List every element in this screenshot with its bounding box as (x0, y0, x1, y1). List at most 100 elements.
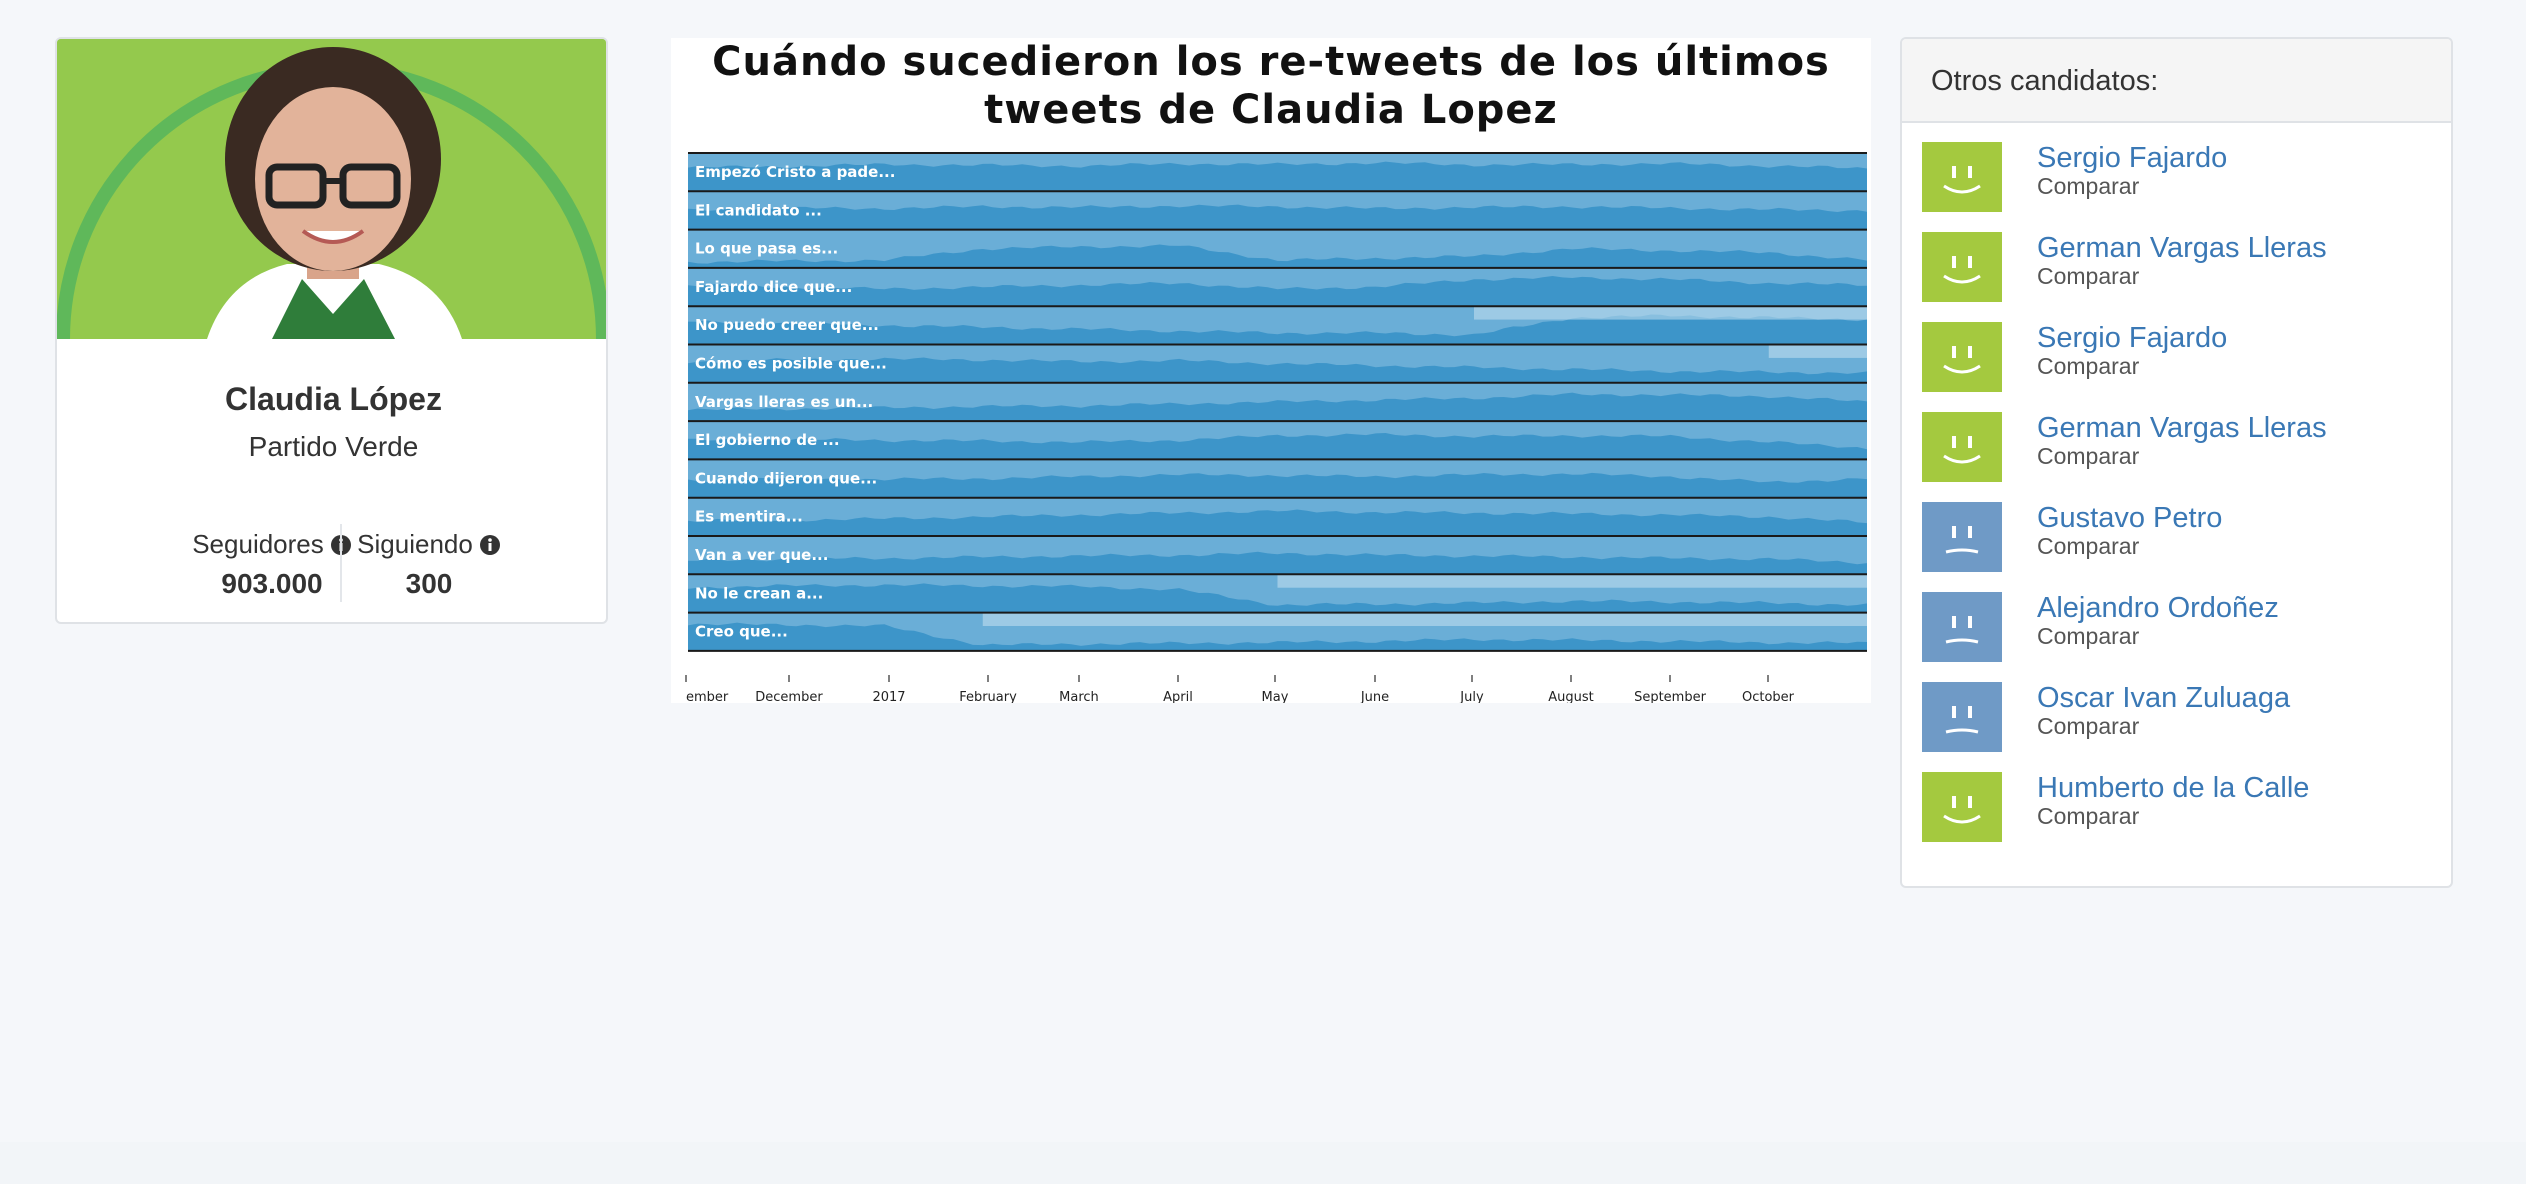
chart-title: Cuándo sucedieron los re-tweets de los ú… (712, 39, 1830, 133)
candidate-name-link[interactable]: Alejandro Ordoñez (2037, 592, 2279, 624)
followers-value: 903.000 (221, 568, 323, 599)
x-tick-label: July (1459, 690, 1484, 703)
neutral-face-icon[interactable] (1922, 502, 2002, 572)
low-activity-band (1474, 306, 1867, 320)
series-label: Es mentira... (695, 508, 803, 526)
compare-link[interactable]: Comparar (2037, 263, 2140, 289)
profile-photo (57, 39, 606, 339)
following-stat: Siguiendo 300 (339, 529, 519, 600)
x-tick-label: May (1262, 690, 1289, 703)
followers-stat: Seguidores 903.000 (157, 529, 387, 600)
series-area (688, 622, 1867, 651)
x-tick-label: October (1742, 690, 1795, 703)
happy-face-icon[interactable] (1922, 772, 2002, 842)
series-area (688, 509, 1867, 536)
low-activity-band (982, 612, 1867, 627)
following-label-row: Siguiendo (357, 529, 501, 560)
compare-link[interactable]: Comparar (2037, 623, 2140, 649)
candidate-item[interactable]: Humberto de la Calle Comparar (1922, 772, 2432, 862)
candidate-item[interactable]: Sergio Fajardo Comparar (1922, 322, 2432, 412)
followers-label: Seguidores (192, 529, 324, 559)
series-area (688, 472, 1867, 498)
candidate-item[interactable]: Alejandro Ordoñez Comparar (1922, 592, 2432, 682)
series-area (688, 551, 1867, 575)
series-label: Vargas lleras es un... (695, 393, 873, 411)
candidate-name-link[interactable]: Humberto de la Calle (2037, 772, 2310, 804)
neutral-face-icon[interactable] (1922, 682, 2002, 752)
x-tick-label: August (1548, 690, 1594, 703)
chart-row: Es mentira... (688, 496, 1867, 536)
neutral-face-icon[interactable] (1922, 592, 2002, 662)
candidate-name-link[interactable]: Sergio Fajardo (2037, 322, 2228, 354)
compare-link[interactable]: Comparar (2037, 353, 2140, 379)
chart-panel: Empezó Cristo a pade... El candidato ... L… (671, 38, 1871, 703)
compare-link[interactable]: Comparar (2037, 443, 2140, 469)
compare-link[interactable]: Comparar (2037, 803, 2140, 829)
x-tick-label: February (959, 690, 1017, 703)
chart-row: Cuando dijeron que... (688, 458, 1867, 498)
following-value: 300 (405, 568, 453, 599)
series-label: Empezó Cristo a pade... (695, 163, 895, 181)
series-label: El gobierno de ... (695, 431, 840, 449)
series-area (688, 433, 1867, 460)
low-activity-band (1277, 574, 1867, 588)
stat-divider (340, 524, 342, 602)
chart-row: Empezó Cristo a pade... (688, 152, 1867, 192)
series-label: Creo que... (695, 623, 788, 641)
series-area (688, 244, 1867, 268)
happy-face-icon[interactable] (1922, 412, 2002, 482)
series-label: No le crean a... (695, 584, 823, 602)
series-label: No puedo creer que... (695, 316, 879, 334)
series-area (688, 276, 1867, 307)
candidate-item[interactable]: German Vargas Lleras Comparar (1922, 412, 2432, 502)
compare-link[interactable]: Comparar (2037, 533, 2140, 559)
page-footer-band (0, 1142, 2526, 1184)
candidate-item[interactable]: Oscar Ivan Zuluaga Comparar (1922, 682, 2432, 772)
happy-face-icon[interactable] (1922, 142, 2002, 212)
sidebar-title: Otros candidatos: (1902, 39, 2451, 123)
chart-row: Creo que... (688, 611, 1867, 651)
profile-card: Claudia López Partido Verde Seguidores 9… (55, 37, 608, 624)
series-area (688, 392, 1867, 422)
compare-link[interactable]: Comparar (2037, 713, 2140, 739)
chart-row: El candidato ... (688, 190, 1867, 230)
series-label: Van a ver que... (695, 546, 828, 564)
candidate-name-link[interactable]: Sergio Fajardo (2037, 142, 2228, 174)
chart-row: El gobierno de ... (688, 420, 1867, 460)
x-tick-label: June (1360, 690, 1389, 703)
x-tick-label: September (1634, 690, 1707, 703)
info-icon[interactable] (479, 534, 501, 556)
chart-row: Lo que pasa es... (688, 228, 1867, 268)
candidate-name-link[interactable]: Oscar Ivan Zuluaga (2037, 682, 2291, 714)
chart-row: No puedo creer que... (688, 305, 1867, 345)
candidate-name-link[interactable]: Gustavo Petro (2037, 502, 2223, 534)
chart-row: No le crean a... (688, 573, 1867, 613)
compare-link[interactable]: Comparar (2037, 173, 2140, 199)
x-tick-label: ember (686, 690, 729, 703)
chart-row: Fajardo dice que... (688, 266, 1867, 307)
retweet-horizon-chart: Empezó Cristo a pade... El candidato ... L… (685, 152, 1867, 703)
followers-label-row: Seguidores (192, 529, 352, 560)
other-candidates-panel: Otros candidatos: Sergio Fajardo Comparar… (1900, 37, 2453, 888)
candidate-item[interactable]: Gustavo Petro Comparar (1922, 502, 2432, 592)
chart-row: Cómo es posible que... (688, 343, 1867, 383)
candidate-name-link[interactable]: German Vargas Lleras (2037, 412, 2327, 444)
candidate-list: Sergio Fajardo Comparar German Vargas Ller… (1922, 142, 2432, 862)
x-tick-label: December (755, 690, 823, 703)
profile-party: Partido Verde (248, 431, 419, 462)
series-area (688, 583, 1867, 613)
low-activity-band (1768, 344, 1867, 358)
x-tick-label: March (1059, 690, 1099, 703)
chart-row: Van a ver que... (688, 535, 1867, 575)
candidate-name-link[interactable]: German Vargas Lleras (2037, 232, 2327, 264)
happy-face-icon[interactable] (1922, 232, 2002, 302)
series-label: Cómo es posible que... (695, 355, 887, 373)
series-label: Cuando dijeron que... (695, 469, 877, 487)
candidate-item[interactable]: Sergio Fajardo Comparar (1922, 142, 2432, 232)
x-tick-label: April (1163, 690, 1193, 703)
series-area (688, 314, 1867, 345)
series-label: Lo que pasa es... (695, 240, 838, 258)
chart-row: Vargas lleras es un... (688, 381, 1867, 422)
happy-face-icon[interactable] (1922, 322, 2002, 392)
candidate-item[interactable]: German Vargas Lleras Comparar (1922, 232, 2432, 322)
